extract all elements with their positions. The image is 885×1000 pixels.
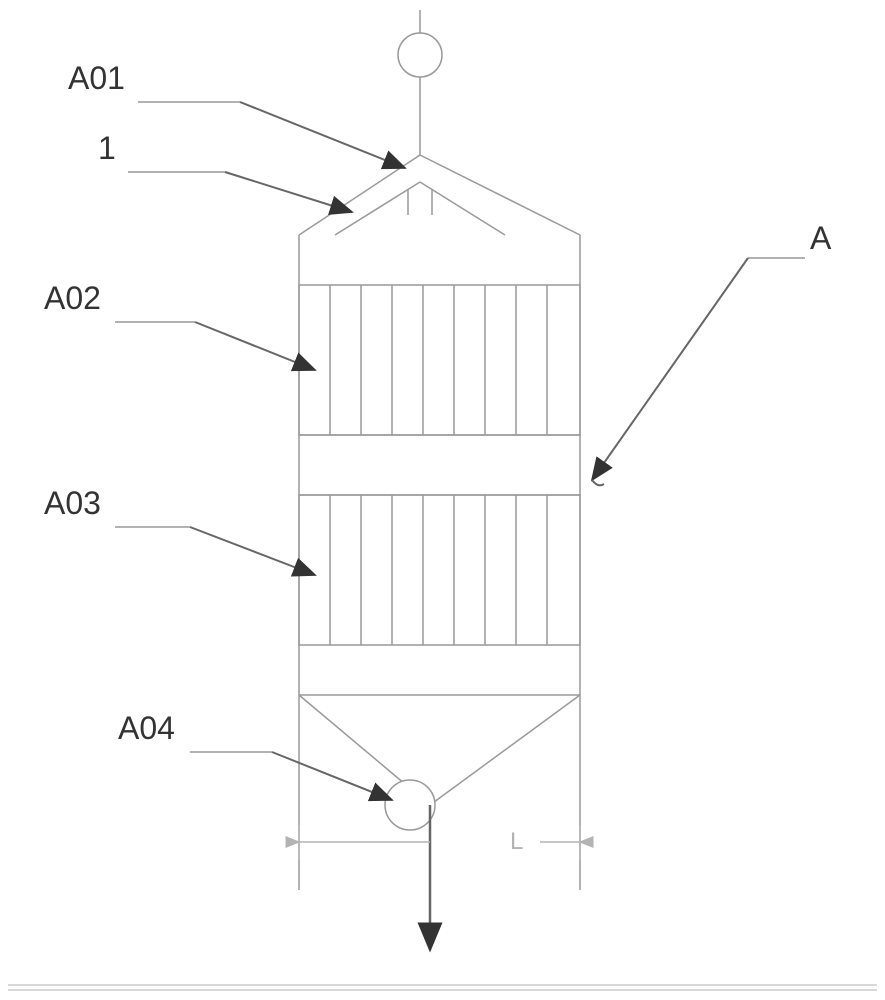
leader-1 [128,172,352,212]
A03-stripes [330,495,547,645]
leader-A04 [190,752,392,800]
A02-block [299,285,580,435]
A02-stripes [330,285,547,435]
label-A01: A01 [68,60,125,97]
leader-A [592,258,805,485]
A03-block [299,495,580,645]
leader-A03 [115,527,315,575]
leader-A02 [115,322,315,370]
cone-right [430,695,580,805]
top-roof-right [420,155,580,235]
dimension-L [299,825,580,860]
label-A02: A02 [44,280,101,317]
bottom-circle [385,780,435,830]
label-L: L [510,828,523,856]
diagram-svg [0,0,885,1000]
label-A: A [810,220,831,257]
leader-A01 [138,102,405,168]
top-circle [398,33,442,77]
label-A03: A03 [44,485,101,522]
label-A04: A04 [118,710,175,747]
label-1: 1 [98,130,116,167]
